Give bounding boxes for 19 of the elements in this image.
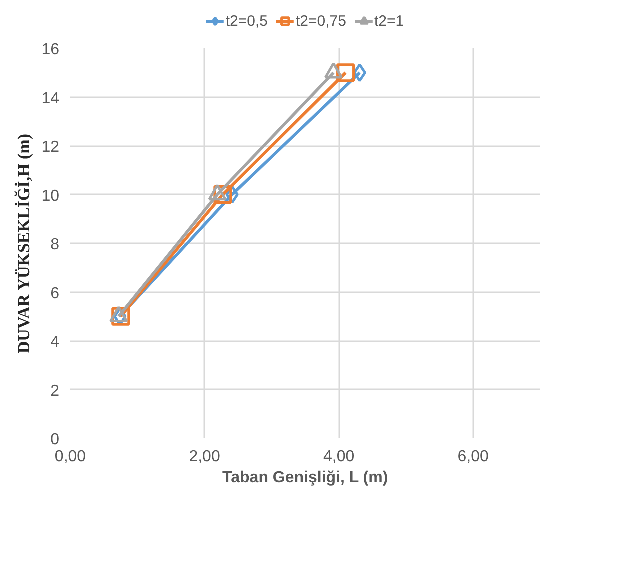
x-tick-label: 0,00: [54, 448, 86, 466]
y-tick-label: 0: [50, 432, 60, 448]
x-axis-title: Taban Genişliği, L (m): [222, 470, 388, 486]
legend-label: t2=1: [374, 12, 404, 30]
y-tick-label: 6: [50, 285, 60, 302]
y-tick-label: 10: [42, 188, 60, 205]
legend-label: t2=0,75: [296, 12, 346, 30]
point: [353, 64, 366, 82]
y-tick-label: 8: [50, 236, 60, 254]
y-tick-label: 12: [42, 139, 60, 156]
y-tick-label: 4: [50, 334, 60, 351]
x-tick-label: 6,00: [458, 448, 490, 466]
x-tick-label: 2,00: [189, 448, 220, 466]
y-axis-title: DUVAR YÜKSEKLİĞİ,H (m): [14, 134, 34, 354]
legend-label: t2=0,5: [226, 12, 268, 30]
y-tick-label: 14: [42, 90, 60, 108]
y-tick-label: 16: [42, 42, 60, 58]
x-tick-label: 4,00: [324, 448, 355, 466]
y-tick-label: 2: [50, 382, 60, 400]
